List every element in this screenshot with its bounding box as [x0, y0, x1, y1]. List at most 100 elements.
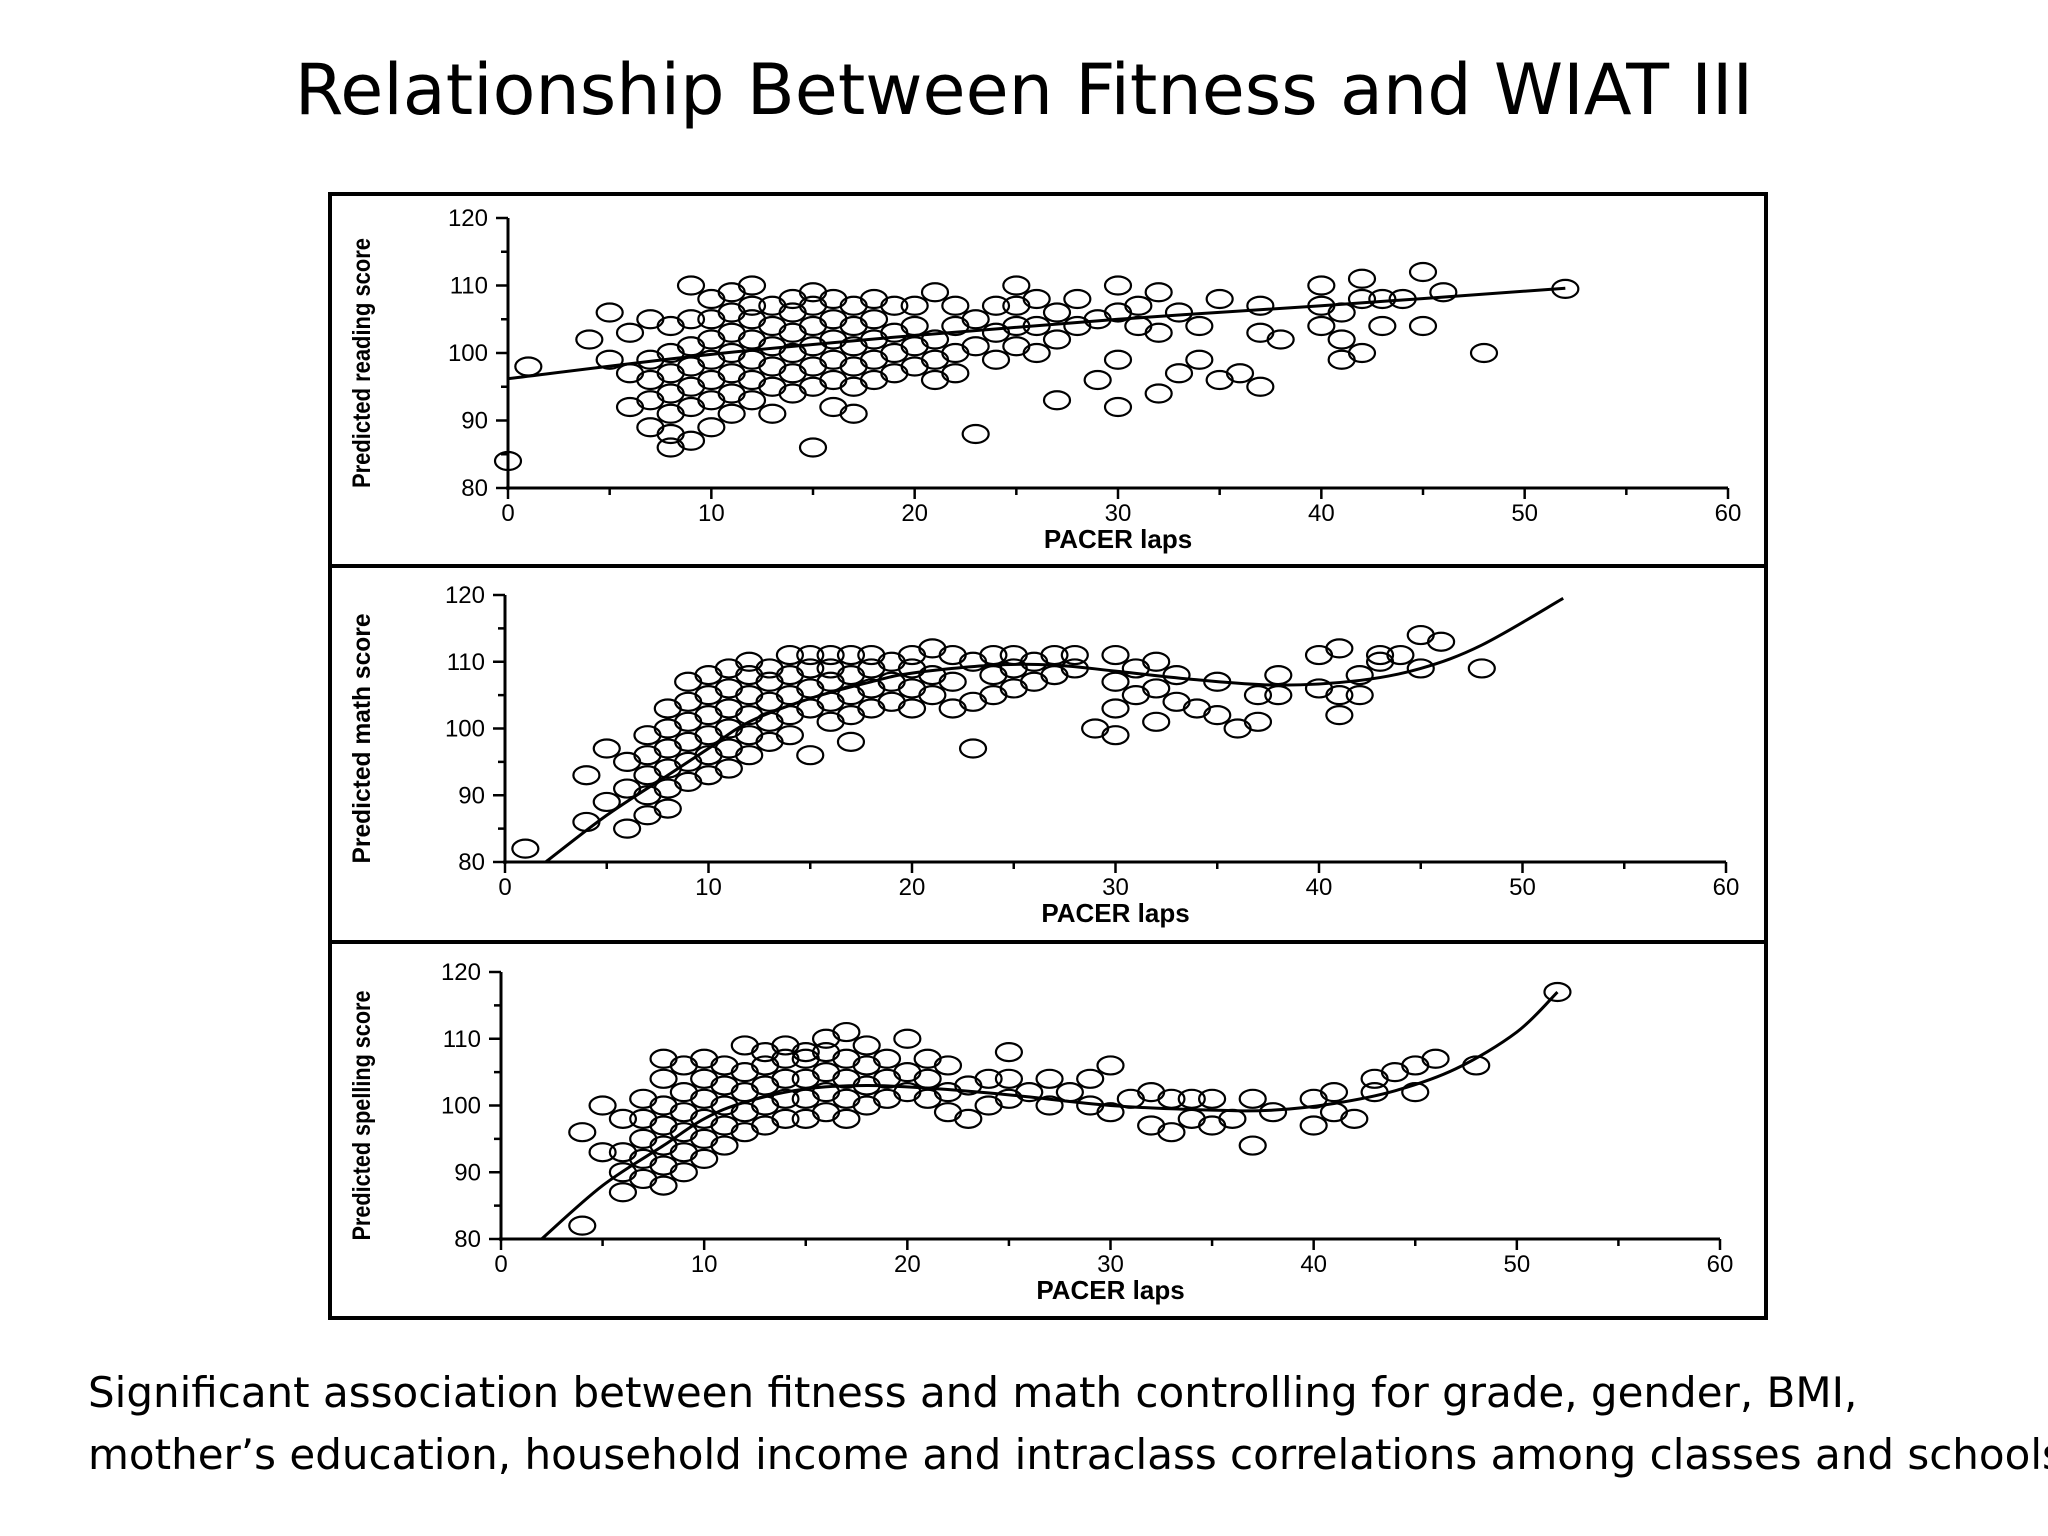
y-tick-label: 100 — [448, 340, 488, 367]
data-point — [859, 309, 889, 330]
data-point — [893, 1028, 922, 1049]
data-point — [493, 450, 523, 472]
data-point — [1325, 705, 1354, 726]
data-point — [1022, 288, 1051, 310]
x-tick-label: 0 — [498, 874, 511, 901]
data-point — [1002, 275, 1031, 296]
data-point — [1035, 1068, 1064, 1089]
data-point — [1258, 1102, 1288, 1123]
y-tick-label: 110 — [450, 273, 488, 300]
data-point — [758, 403, 787, 424]
data-point — [832, 1021, 861, 1043]
data-point — [1022, 342, 1051, 364]
data-point — [961, 336, 990, 357]
x-tick-label: 10 — [695, 874, 722, 901]
data-point — [897, 698, 927, 719]
data-point — [1340, 1108, 1369, 1129]
data-point — [1266, 329, 1295, 350]
x-tick-label: 60 — [1715, 500, 1742, 527]
x-tick-label: 20 — [899, 874, 926, 901]
data-point — [676, 430, 706, 451]
data-point — [961, 309, 990, 330]
figure-frame — [328, 192, 1768, 1320]
data-point — [1327, 329, 1356, 350]
data-point — [1365, 644, 1395, 666]
data-point — [1035, 1095, 1064, 1116]
y-axis-label: Predicted reading score — [348, 238, 376, 488]
x-tick-label: 0 — [494, 1251, 507, 1278]
data-point — [608, 1108, 637, 1129]
fit-curve — [540, 990, 1559, 1241]
data-point — [1197, 1088, 1227, 1109]
data-point — [649, 1175, 678, 1196]
y-tick-label: 120 — [448, 205, 488, 232]
data-point — [958, 738, 988, 759]
data-point — [588, 1142, 617, 1163]
data-point — [961, 423, 990, 445]
data-point — [1299, 1115, 1328, 1136]
data-point — [1144, 383, 1173, 404]
data-point — [1101, 725, 1130, 746]
data-point — [1142, 711, 1171, 732]
data-point — [588, 1095, 617, 1116]
y-tick-label: 110 — [447, 649, 485, 676]
data-point — [1347, 268, 1377, 289]
data-point — [796, 745, 825, 766]
data-point — [1406, 658, 1435, 679]
data-point — [1238, 1135, 1267, 1156]
data-point — [735, 745, 764, 766]
data-point — [649, 1068, 678, 1089]
data-point — [1096, 1102, 1125, 1123]
data-point — [737, 295, 767, 316]
data-point — [690, 1148, 719, 1170]
data-point — [608, 1182, 637, 1203]
data-point — [1042, 329, 1072, 350]
y-tick-label: 90 — [454, 1159, 481, 1186]
y-tick-label: 90 — [461, 408, 488, 435]
x-tick-label: 0 — [501, 500, 514, 527]
math-score-panel: 80 90 100 110 120 0 10 20 30 40 50 60 PACER laps Pred… — [348, 582, 1739, 928]
data-point — [592, 791, 621, 813]
slide-caption: Significant association between fitness … — [88, 1362, 2048, 1486]
x-tick-label: 50 — [1509, 874, 1536, 901]
data-point — [737, 390, 767, 411]
data-point — [1408, 261, 1438, 283]
y-tick-label: 100 — [445, 716, 485, 743]
data-point — [1103, 349, 1133, 370]
data-point — [1042, 302, 1072, 323]
data-point — [1307, 315, 1336, 337]
data-point — [1103, 275, 1133, 296]
x-tick-label: 20 — [901, 500, 928, 527]
data-point — [1144, 282, 1173, 303]
data-point — [676, 275, 706, 296]
spelling-score-panel: 80 90 100 110 120 0 10 20 30 40 50 60 PACER laps Pred… — [348, 959, 1733, 1305]
data-point — [1325, 685, 1354, 706]
data-point — [791, 1041, 820, 1063]
x-axis-label: PACER laps — [1044, 524, 1192, 554]
data-point — [592, 738, 621, 759]
data-point — [1469, 342, 1499, 364]
data-point — [816, 644, 845, 666]
data-point — [954, 1108, 983, 1129]
data-point — [1345, 685, 1374, 706]
data-point — [1164, 302, 1194, 323]
data-point — [1185, 315, 1214, 337]
data-point — [1164, 363, 1194, 384]
x-axis-label: PACER laps — [1036, 1275, 1184, 1305]
data-point — [1347, 342, 1377, 364]
data-point — [836, 644, 866, 666]
data-point — [717, 403, 746, 424]
data-point — [1177, 1088, 1206, 1109]
data-point — [880, 295, 909, 316]
data-point — [1083, 369, 1112, 391]
data-point — [595, 302, 624, 323]
data-point — [697, 417, 726, 438]
data-point — [710, 1135, 739, 1156]
data-point — [1157, 1122, 1186, 1143]
data-point — [1319, 1082, 1349, 1103]
data-point — [796, 644, 825, 666]
y-axis-label: Predicted math score — [348, 613, 376, 863]
x-tick-label: 60 — [1713, 874, 1740, 901]
data-point — [1345, 665, 1374, 686]
data-point — [1060, 644, 1089, 666]
